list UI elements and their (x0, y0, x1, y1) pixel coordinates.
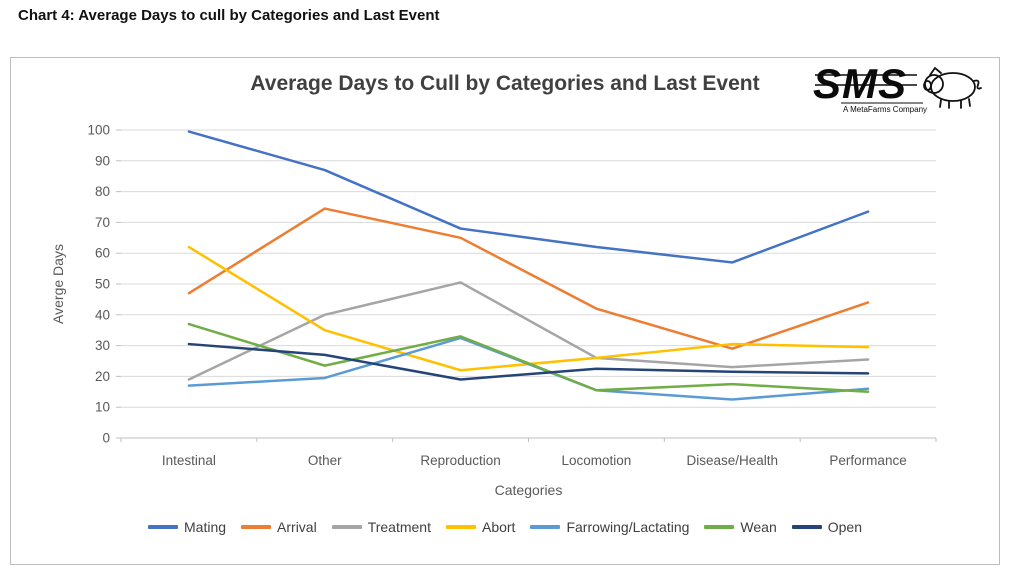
svg-text:90: 90 (95, 153, 110, 168)
legend-label-arrival: Arrival (277, 519, 317, 535)
svg-text:0: 0 (102, 431, 110, 446)
legend-label-mating: Mating (184, 519, 227, 535)
svg-text:60: 60 (95, 246, 110, 261)
legend-label-wean: Wean (740, 519, 777, 535)
svg-text:Categories: Categories (495, 482, 563, 498)
svg-text:20: 20 (95, 369, 110, 384)
sms-logo-text: SMS (813, 60, 907, 107)
svg-text:Reproduction: Reproduction (420, 453, 500, 468)
svg-text:Performance: Performance (829, 453, 906, 468)
legend-label-farrowing-lactating: Farrowing/Lactating (566, 519, 690, 535)
svg-text:Intestinal: Intestinal (162, 453, 216, 468)
legend-swatch-mating (148, 525, 178, 529)
sms-logo: SMS A MetaFarms Company (813, 60, 991, 116)
chart-legend: Mating Arrival Treatment Abort Farrowing… (11, 519, 999, 535)
line-chart: 0 10 20 30 40 50 60 70 80 90 100 Intestinal Other Rep… (50, 123, 937, 498)
chart-title: Average Days to Cull by Categories and L… (250, 72, 760, 95)
svg-text:10: 10 (95, 400, 110, 415)
legend-item-mating: Mating (148, 519, 226, 535)
pig-icon (923, 66, 982, 109)
legend-item-treatment: Treatment (331, 519, 431, 535)
svg-text:Disease/Health: Disease/Health (686, 453, 778, 468)
legend-swatch-treatment (331, 525, 362, 529)
svg-text:100: 100 (87, 123, 110, 138)
legend-swatch-abort (445, 525, 476, 529)
legend-swatch-arrival (241, 525, 272, 529)
legend-item-wean: Wean (704, 519, 777, 535)
svg-text:80: 80 (95, 184, 110, 199)
svg-text:70: 70 (95, 215, 110, 230)
chart-panel: Average Days to Cull by Categories and L… (10, 57, 1000, 565)
legend-swatch-open (791, 525, 822, 529)
legend-item-arrival: Arrival (241, 519, 317, 535)
legend-swatch-farrowing-lactating (530, 525, 561, 529)
page-title: Chart 4: Average Days to cull by Categor… (18, 7, 440, 24)
sms-logo-graphic: SMS A MetaFarms Company (813, 60, 982, 114)
legend-label-open: Open (827, 519, 862, 535)
svg-text:40: 40 (95, 307, 110, 322)
legend-label-treatment: Treatment (367, 519, 431, 535)
legend-swatch-wean (704, 525, 735, 529)
svg-text:Averge Days: Averge Days (50, 244, 66, 324)
legend-item-open: Open (791, 519, 862, 535)
legend-item-farrowing-lactating: Farrowing/Lactating (530, 519, 689, 535)
svg-text:Other: Other (308, 453, 342, 468)
sms-logo-caption: A MetaFarms Company (843, 105, 927, 114)
legend-item-abort: Abort (445, 519, 516, 535)
svg-text:Locomotion: Locomotion (562, 453, 632, 468)
svg-text:50: 50 (95, 277, 110, 292)
svg-text:30: 30 (95, 338, 110, 353)
legend-label-abort: Abort (481, 519, 516, 535)
